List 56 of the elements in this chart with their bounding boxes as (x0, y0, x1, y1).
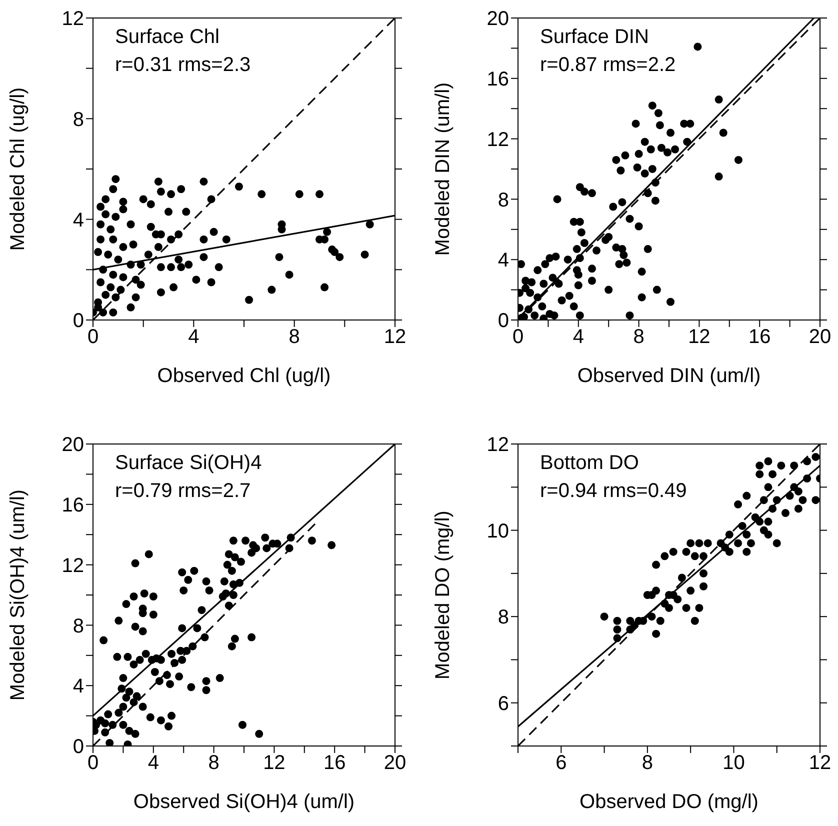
y-tick-label: 12 (62, 8, 84, 30)
y-tick-label: 8 (72, 615, 84, 638)
x-tick-label: 20 (808, 326, 832, 348)
y-tick-label: 12 (486, 128, 509, 151)
y-tick-label: 20 (486, 8, 509, 30)
annotation: Surface DIN (540, 25, 650, 50)
x-tick-label: 8 (642, 752, 653, 774)
x-axis-title: Observed DIN (um/l) (577, 365, 761, 387)
y-tick-label: 4 (72, 209, 84, 232)
x-tick-label: 0 (512, 326, 524, 348)
y-tick-label: 12 (486, 434, 509, 456)
annotation: Bottom DO (540, 451, 640, 476)
x-tick-label: 12 (808, 752, 832, 774)
x-axis-title: Observed Si(OH)4 (um/l) (133, 791, 355, 813)
y-tick-label: 16 (62, 494, 84, 516)
y-axis-title: Modeled DO (mg/l) (432, 510, 454, 680)
y-tick-label: 6 (498, 692, 509, 715)
x-tick-label: 0 (87, 326, 99, 348)
y-tick-label: 20 (62, 434, 84, 456)
y-tick-label: 0 (498, 310, 509, 332)
x-tick-label: 10 (722, 752, 745, 774)
x-axis-title: Observed DO (mg/l) (580, 791, 758, 813)
x-tick-label: 0 (87, 752, 99, 774)
y-tick-label: 12 (62, 554, 84, 577)
x-tick-label: 12 (688, 326, 710, 348)
annotation: r=0.87 rms=2.2 (540, 53, 676, 78)
annotation: r=0.94 rms=0.49 (540, 479, 687, 504)
x-tick-label: 16 (323, 752, 346, 774)
y-tick-label: 0 (72, 310, 84, 332)
y-tick-label: 0 (72, 736, 84, 758)
x-tick-label: 16 (748, 326, 771, 348)
x-axis-title: Observed Chl (ug/l) (157, 365, 331, 387)
annotation: r=0.79 rms=2.7 (115, 479, 252, 504)
x-tick-label: 20 (384, 752, 406, 774)
x-tick-label: 6 (556, 752, 567, 774)
y-axis-title: Modeled Chl (ug/l) (7, 87, 30, 251)
annotation: Surface Si(OH)4 (115, 451, 262, 476)
y-tick-label: 10 (486, 520, 509, 542)
annotation: Surface Chl (115, 25, 220, 50)
y-tick-label: 8 (72, 108, 84, 131)
x-tick-label: 4 (188, 326, 200, 348)
x-tick-label: 12 (263, 752, 286, 774)
x-tick-label: 4 (572, 326, 584, 348)
y-tick-label: 4 (498, 250, 509, 272)
y-tick-label: 8 (498, 606, 509, 629)
y-tick-label: 16 (486, 68, 509, 90)
y-tick-label: 4 (72, 676, 84, 698)
x-tick-label: 8 (633, 326, 644, 348)
x-tick-label: 8 (288, 326, 300, 348)
y-axis-title: Modeled DIN (um/l) (432, 82, 454, 256)
x-tick-label: 12 (384, 326, 406, 348)
y-axis-title: Modeled Si(OH)4 (um/l) (7, 489, 30, 701)
x-tick-label: 4 (148, 752, 159, 774)
annotation: r=0.31 rms=2.3 (115, 53, 251, 78)
x-tick-label: 8 (208, 752, 220, 774)
y-tick-label: 8 (498, 189, 509, 212)
